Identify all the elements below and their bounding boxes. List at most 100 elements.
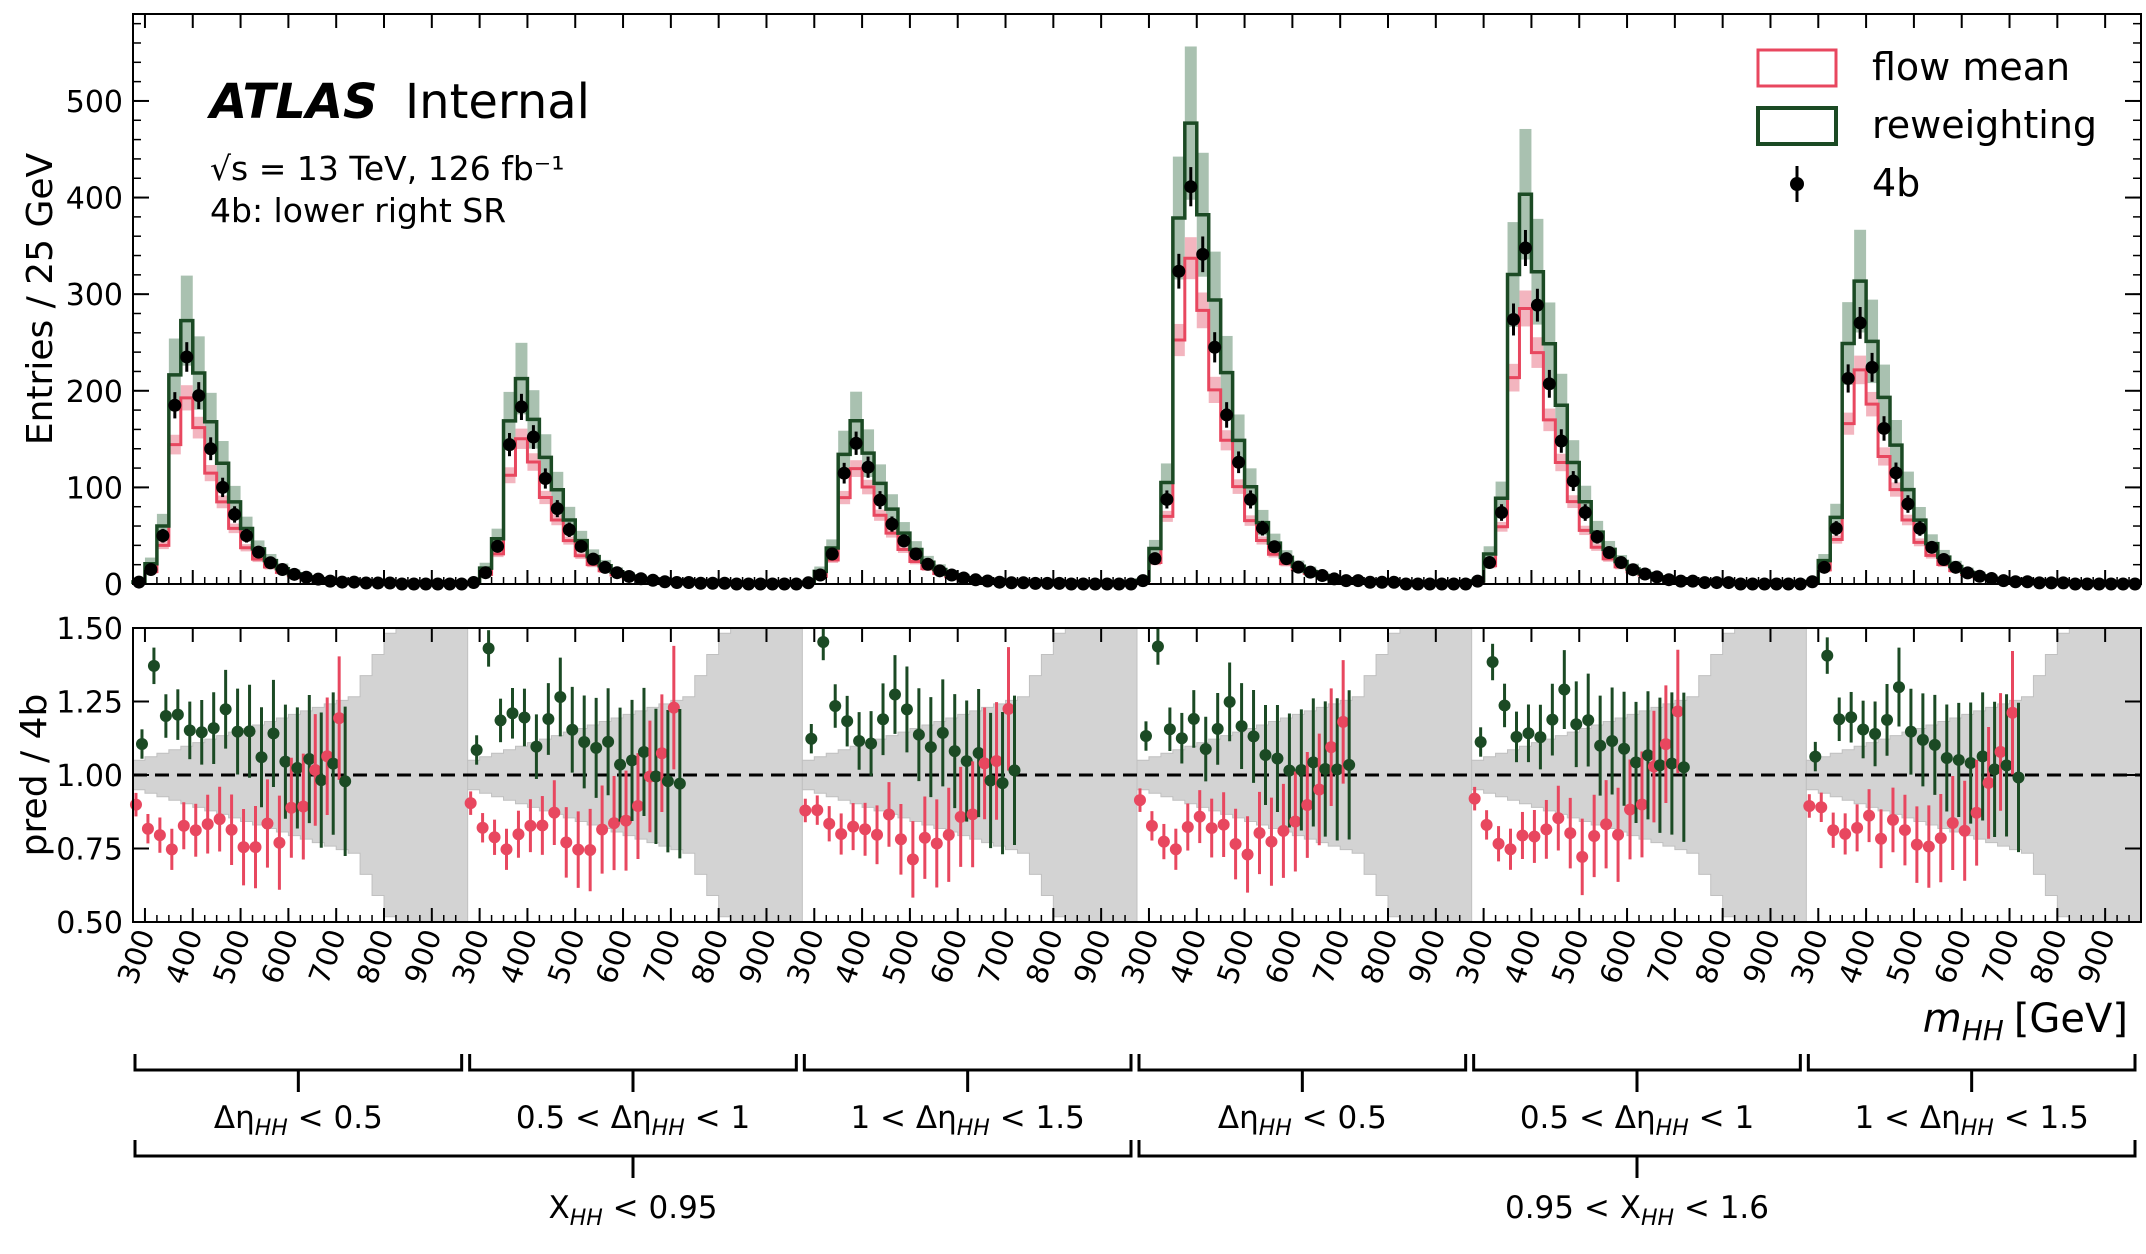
top-ytick-label: 300 bbox=[66, 278, 123, 313]
data-point-4b bbox=[1471, 574, 1485, 588]
data-point-4b bbox=[1985, 571, 1999, 585]
ratio-reweight-point bbox=[661, 775, 674, 788]
ratio-flow-point bbox=[1516, 829, 1529, 842]
ratio-reweight-point bbox=[1175, 732, 1188, 745]
data-point-4b bbox=[909, 547, 923, 561]
data-point-4b bbox=[885, 517, 899, 531]
ratio-flow-point bbox=[799, 804, 812, 817]
ratio-reweight-point bbox=[948, 745, 961, 758]
data-point-4b bbox=[1997, 574, 2011, 588]
ratio-reweight-point bbox=[1892, 681, 1905, 694]
ratio-reweight-point bbox=[1916, 733, 1929, 746]
data-point-4b bbox=[335, 575, 349, 589]
bracket-label: 0.5 < ΔηHH < 1 bbox=[1520, 1100, 1754, 1141]
data-point-4b bbox=[1913, 521, 1927, 535]
ratio-flow-point bbox=[1958, 824, 1971, 837]
data-point-4b bbox=[287, 567, 301, 581]
legend-4b-label: 4b bbox=[1872, 161, 1920, 205]
ratio-flow-point bbox=[1217, 818, 1230, 831]
bracket-label-sub: HH bbox=[255, 1116, 288, 1141]
ratio-reweight-point bbox=[482, 642, 495, 655]
atlas-label: ATLAS bbox=[206, 74, 378, 130]
ratio-flow-point bbox=[1169, 843, 1182, 856]
ratio-flow-point bbox=[189, 824, 202, 837]
data-point-4b bbox=[1220, 408, 1234, 422]
ratio-reweight-point bbox=[219, 703, 232, 716]
data-point-4b bbox=[1136, 574, 1150, 588]
data-point-4b bbox=[1877, 421, 1891, 435]
ratio-flow-point bbox=[536, 819, 549, 832]
data-point-4b bbox=[1626, 563, 1640, 577]
x-axis-title-sub: HH bbox=[1962, 1014, 2004, 1047]
data-point-4b bbox=[1949, 560, 1963, 574]
ratio-reweight-point bbox=[243, 725, 256, 738]
data-point-4b bbox=[1961, 566, 1975, 580]
ratio-flow-point bbox=[488, 831, 501, 844]
bracket-label-sub: HH bbox=[652, 1116, 685, 1141]
data-point-4b bbox=[263, 556, 277, 570]
data-point-4b bbox=[1889, 466, 1903, 480]
data-point-4b bbox=[538, 472, 552, 486]
ratio-flow-point bbox=[333, 712, 346, 725]
data-point-4b bbox=[1614, 556, 1628, 570]
ratio-reweight-point bbox=[924, 741, 937, 754]
ratio-reweight-point bbox=[1008, 764, 1021, 777]
ratio-reweight-point bbox=[1486, 656, 1499, 669]
data-point-4b bbox=[981, 574, 995, 588]
data-point-4b bbox=[634, 572, 648, 586]
ratio-reweight-point bbox=[1151, 640, 1164, 653]
ratio-flow-point bbox=[1635, 798, 1648, 811]
ratio-flow-point bbox=[1229, 838, 1242, 851]
ratio-flow-point bbox=[1564, 827, 1577, 840]
ratio-reweight-point bbox=[183, 724, 196, 737]
ratio-reweight-point bbox=[1928, 738, 1941, 751]
legend-4b-marker bbox=[1790, 177, 1804, 191]
ratio-reweight-point bbox=[1319, 762, 1332, 775]
data-point-4b bbox=[1805, 575, 1819, 589]
ratio-reweight-point bbox=[255, 751, 268, 764]
data-point-4b bbox=[180, 350, 194, 364]
data-point-4b bbox=[1674, 574, 1688, 588]
ratio-reweight-point bbox=[637, 745, 650, 758]
ratio-reweight-point bbox=[1570, 718, 1583, 731]
ratio-flow-point bbox=[1851, 821, 1864, 834]
bracket-label-right: < 1 bbox=[1689, 1100, 1754, 1136]
ratio-flow-point bbox=[1600, 818, 1613, 831]
data-point-4b bbox=[1542, 377, 1556, 391]
ratio-reweight-point bbox=[996, 777, 1009, 790]
ratio-flow-point bbox=[225, 823, 238, 836]
ratio-reweight-point bbox=[1199, 743, 1212, 756]
data-point-4b bbox=[144, 563, 158, 577]
ratio-reweight-point bbox=[135, 738, 148, 751]
bracket-label: 1 < ΔηHH < 1.5 bbox=[1854, 1100, 2088, 1141]
ratio-flow-point bbox=[476, 821, 489, 834]
ratio-y-axis-title: pred / 4b bbox=[14, 694, 55, 857]
ratio-flow-point bbox=[596, 823, 609, 836]
ratio-flow-point bbox=[1181, 821, 1194, 834]
ratio-reweight-point bbox=[1259, 749, 1272, 762]
ratio-flow-point bbox=[512, 828, 525, 841]
ratio-reweight-point bbox=[877, 713, 890, 726]
ratio-flow-point bbox=[572, 843, 585, 856]
ratio-flow-point bbox=[201, 818, 214, 831]
data-point-4b bbox=[1005, 576, 1018, 590]
bracket-label-sub: HH bbox=[1961, 1116, 1994, 1141]
ratio-flow-point bbox=[835, 828, 848, 841]
data-point-4b bbox=[562, 523, 576, 537]
data-point-4b bbox=[1232, 455, 1246, 469]
data-point-4b bbox=[622, 569, 636, 583]
ratio-reweight-point bbox=[1964, 757, 1977, 770]
ratio-ytick-label: 0.75 bbox=[56, 833, 123, 868]
data-point-4b bbox=[491, 539, 505, 553]
ratio-flow-point bbox=[464, 797, 477, 810]
ratio-flow-point bbox=[1492, 837, 1505, 850]
ratio-reweight-point bbox=[1187, 712, 1200, 725]
ratio-reweight-point bbox=[1665, 757, 1678, 770]
ratio-reweight-point bbox=[1211, 722, 1224, 735]
data-point-4b bbox=[1698, 576, 1712, 590]
ratio-flow-point bbox=[237, 841, 250, 854]
ratio-flow-point bbox=[954, 810, 967, 823]
ratio-reweight-point bbox=[1474, 735, 1487, 748]
ratio-flow-point bbox=[871, 828, 884, 841]
ratio-flow-point bbox=[273, 836, 286, 849]
